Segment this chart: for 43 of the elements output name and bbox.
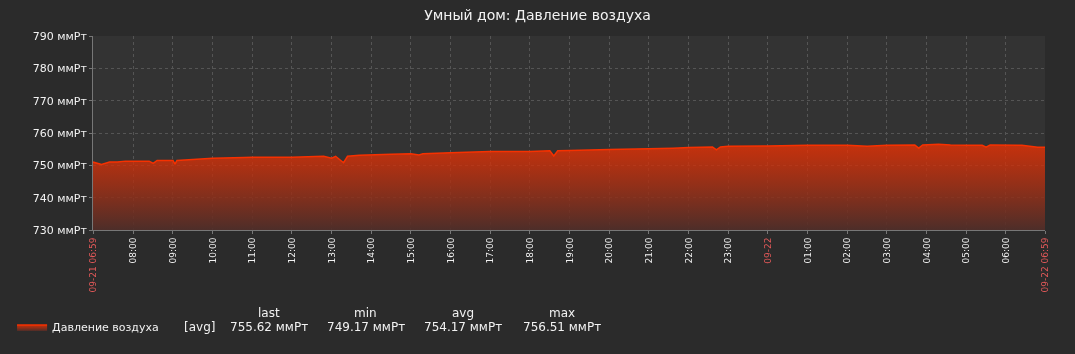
x-tick-label: 08:00	[128, 237, 139, 264]
x-tick-label: 18:00	[524, 237, 535, 264]
x-tick-label: 14:00	[366, 237, 377, 264]
x-tick-label: 02:00	[842, 237, 853, 264]
text: last	[258, 306, 280, 320]
y-tick-label: 770 ммРт	[32, 94, 88, 108]
x-tick-label: 17:00	[485, 237, 496, 264]
x-tick-label: 16:00	[445, 237, 456, 264]
text: min	[354, 306, 377, 320]
x-tick-label: 11:00	[247, 237, 258, 264]
x-tick-label: 05:00	[961, 237, 972, 264]
x-tick-label: 23:00	[723, 237, 734, 264]
text: avg	[452, 306, 475, 320]
x-tick-label: 09-22 06:59	[1039, 237, 1050, 293]
chart-title: Умный дом: Давление воздуха	[424, 7, 651, 24]
text: 756.51 ммРт	[523, 320, 602, 334]
x-tick-label: 13:00	[326, 237, 337, 264]
y-tick-label: 740 ммРт	[32, 191, 88, 205]
x-tick-label: 06:00	[1000, 237, 1011, 264]
text: [avg]	[184, 320, 216, 334]
text: 755.62 ммРт	[230, 320, 309, 334]
y-tick-label: 780 ммРт	[32, 62, 88, 76]
x-tick-label: 01:00	[802, 237, 813, 264]
x-tick-label: 15:00	[405, 237, 416, 264]
y-tick-label: 790 ммРт	[32, 29, 88, 43]
x-tick-label: 12:00	[286, 237, 297, 264]
y-tick-label: 730 ммРт	[32, 223, 88, 237]
x-tick-label: 22:00	[683, 237, 694, 264]
x-tick-label: 21:00	[643, 237, 654, 264]
x-tick-label: 09-21 06:59	[87, 237, 98, 293]
legend-label: Давление воздуха	[52, 321, 159, 335]
x-tick-label: 20:00	[604, 237, 615, 264]
x-tick-label: 09:00	[167, 237, 178, 264]
x-tick-label: 09-22	[762, 237, 773, 264]
y-tick-label: 750 ммРт	[32, 159, 88, 173]
text: 754.17 ммРт	[424, 320, 503, 334]
x-tick-label: 04:00	[921, 237, 932, 264]
text: 749.17 ммРт	[327, 320, 406, 334]
x-tick-label: 19:00	[564, 237, 575, 264]
x-tick-label: 03:00	[881, 237, 892, 264]
x-tick-label: 10:00	[207, 237, 218, 264]
text: max	[549, 306, 576, 320]
y-tick-label: 760 ммРт	[32, 126, 88, 140]
